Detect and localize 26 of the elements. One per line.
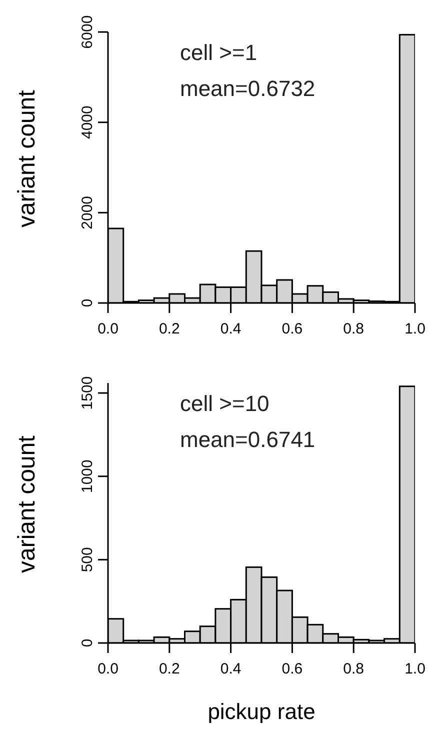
annotation: mean=0.6732 [180, 76, 316, 102]
x-tick-label: 1.0 [404, 660, 426, 678]
y-tick-label: 500 [79, 547, 96, 572]
y-tick-label: 2000 [79, 196, 96, 230]
annotation: mean=0.6741 [180, 427, 316, 453]
y-tick-label: 1500 [79, 376, 96, 410]
annotation: cell >=1 [180, 40, 258, 66]
y-axis-title: variant count [14, 90, 41, 228]
x-tick-label: 0.2 [158, 320, 180, 338]
y-tick-label: 6000 [79, 15, 96, 49]
x-tick-label: 0.2 [158, 660, 180, 678]
x-tick-label: 0.4 [220, 320, 242, 338]
y-tick-label: 4000 [79, 106, 96, 140]
annotation: cell >=10 [180, 391, 270, 417]
x-tick-label: 0.4 [220, 660, 242, 678]
y-tick-label: 1000 [79, 460, 96, 494]
x-tick-label: 0.6 [282, 660, 303, 678]
x-tick-label: 0.8 [343, 660, 364, 678]
x-tick-label: 1.0 [404, 320, 426, 338]
x-tick-label: 0.0 [98, 660, 118, 678]
x-tick-label: 0.6 [282, 320, 303, 338]
y-axis-title: variant count [14, 435, 41, 573]
y-tick-label: 0 [79, 638, 96, 648]
y-tick-label: 0 [79, 298, 96, 308]
x-tick-label: 0.8 [343, 320, 364, 338]
x-tick-label: 0.0 [98, 320, 118, 338]
